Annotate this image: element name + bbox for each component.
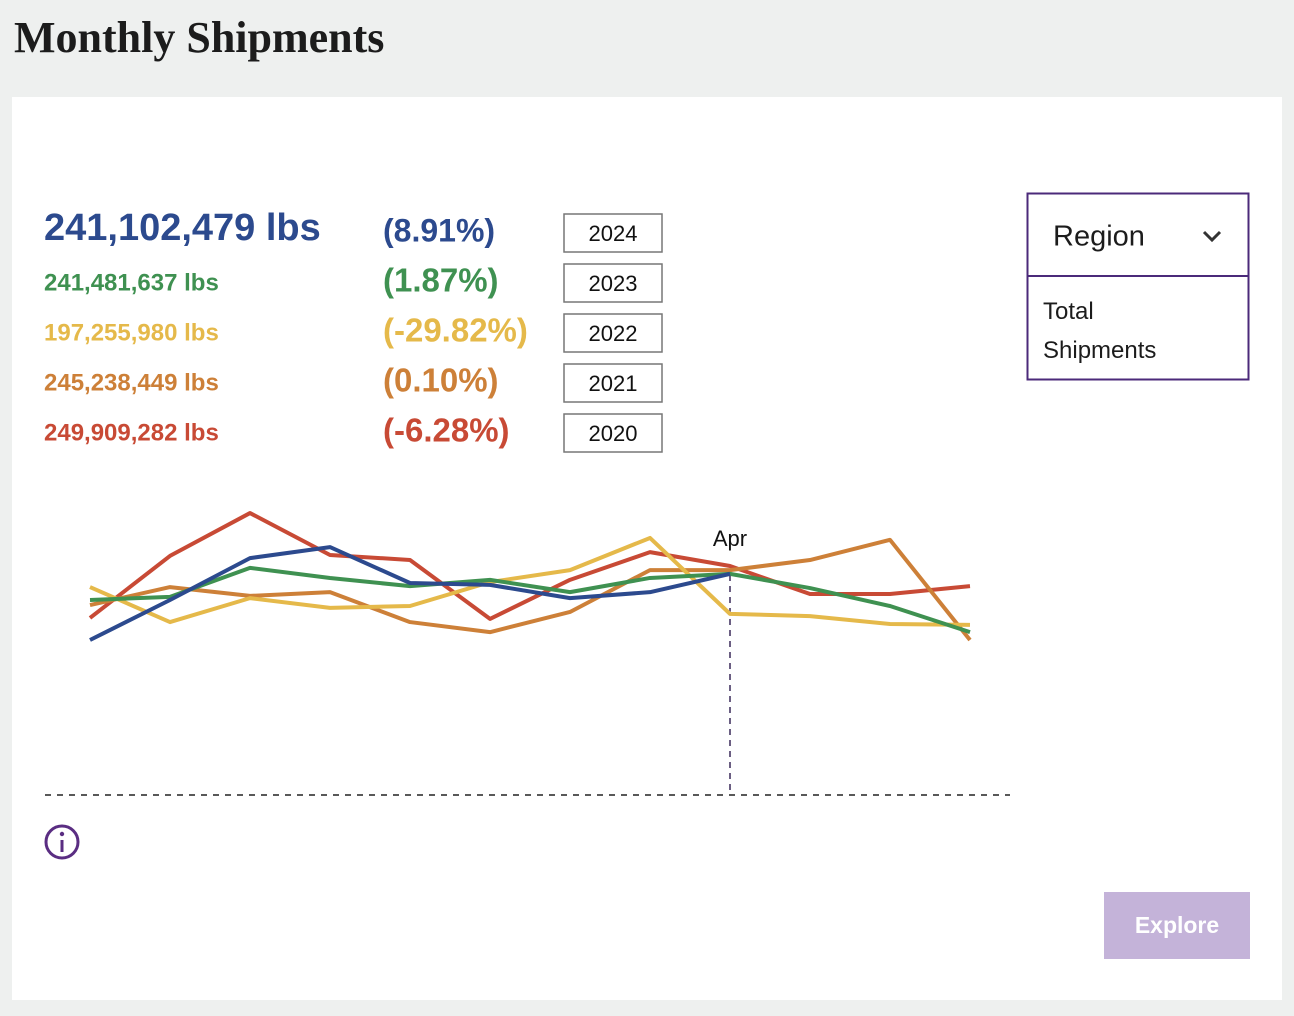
option-wrap: Total Shipments [1043,298,1157,364]
dropdown-option[interactable]: Total Shipments [1043,298,1157,364]
series-total: 245,238,449 lbs [44,369,219,396]
series-change: (-6.28%) [383,412,510,449]
dropdown-label[interactable]: Region [1053,221,1145,253]
x-tick-label: Apr [713,526,747,551]
series-change: (0.10%) [383,362,499,399]
info-icon[interactable] [44,824,80,860]
info-dot [59,831,65,837]
region-dropdown[interactable] [1026,192,1250,381]
year-box[interactable] [563,363,663,403]
series-line [89,565,971,635]
series-line [89,537,972,642]
explore-button[interactable] [1104,892,1250,959]
year-label[interactable]: 2023 [589,271,638,296]
series-change: (1.87%) [383,262,499,299]
year-label[interactable]: 2022 [589,321,638,346]
series-change: (8.91%) [383,212,495,248]
series-total: 241,102,479 lbs [44,207,321,249]
year-box[interactable] [563,413,663,453]
series-total: 241,481,637 lbs [44,269,219,296]
chevron[interactable] [1202,230,1222,243]
series-line [89,535,971,627]
series-line [88,511,971,621]
year-label[interactable]: 2024 [589,221,638,246]
year-box[interactable] [563,213,663,253]
year-label[interactable]: 2020 [589,421,638,446]
year-label[interactable]: 2021 [589,371,638,396]
explore-label[interactable]: Explore [1135,912,1219,938]
year-box[interactable] [563,313,663,353]
series-total: 249,909,282 lbs [44,419,219,446]
series-total: 197,255,980 lbs [44,319,219,346]
page-title: Monthly Shipments [14,13,384,62]
series-line [89,545,731,642]
series-change: (-29.82%) [383,312,528,349]
year-box[interactable] [563,263,663,303]
